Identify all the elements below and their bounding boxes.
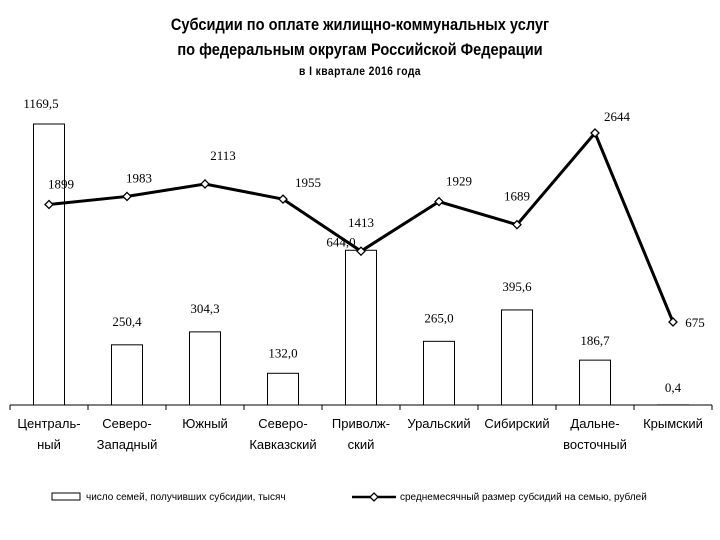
line-value-label: 1929 (446, 174, 472, 189)
bar (579, 359, 611, 406)
line-value-label: 675 (685, 315, 705, 330)
line-point (44, 199, 54, 210)
x-tick-label: Приволж- (332, 416, 390, 431)
line-point (434, 196, 444, 207)
line-point (278, 194, 288, 205)
line-point (356, 246, 366, 257)
bar-value-label: 644,0 (326, 234, 355, 249)
line-point (200, 179, 210, 189)
bar (111, 344, 143, 406)
legend-bar-label: число семей, получивших субсидии, тысяч (86, 491, 286, 503)
bar-value-label: 265,0 (424, 310, 453, 325)
bar-value-label: 304,3 (190, 301, 219, 316)
bar (423, 340, 455, 406)
chart-subtitle: в I квартале 2016 года (299, 64, 421, 78)
bar-value-label: 186,7 (580, 333, 610, 348)
bar-value-label: 0,4 (665, 380, 682, 395)
x-tick-label: Сибирский (484, 416, 549, 431)
line-value-label: 1983 (126, 170, 152, 185)
bar-value-label: 1169,5 (23, 96, 58, 111)
x-tick-label: Дальне- (570, 416, 619, 431)
bar-value-label: 132,0 (268, 345, 297, 360)
x-tick-label: Крымский (643, 416, 703, 431)
line-value-label: 2644 (604, 109, 631, 124)
bar-value-label: 395,6 (502, 279, 532, 294)
chart-title: Субсидии по оплате жилищно-коммунальных … (50, 12, 669, 80)
line-value-label: 1899 (48, 177, 74, 192)
bar (345, 249, 377, 406)
legend-line-label: среднемесячный размер субсидий на семью,… (400, 491, 647, 503)
line-value-label: 1955 (295, 175, 321, 190)
x-tick-label: Западный (97, 437, 158, 452)
line-value-label: 2113 (210, 148, 236, 163)
legend-line-marker (369, 492, 379, 502)
chart-title-line-2: по федеральным округам Российской Федера… (177, 40, 543, 59)
bar (33, 123, 65, 406)
bar-value-label: 250,4 (112, 314, 142, 329)
x-tick-label: ный (37, 437, 61, 452)
x-tick-label: Северо- (102, 416, 151, 431)
x-tick-label: Северо- (258, 416, 307, 431)
line-value-label: 1413 (348, 215, 374, 230)
x-tick-label: восточный (563, 437, 627, 452)
line-point (512, 219, 522, 230)
x-tick-label: Южный (182, 416, 228, 431)
bar (501, 309, 533, 406)
line-point (122, 191, 132, 202)
bar (189, 331, 221, 406)
x-tick-label: Кавказский (249, 437, 316, 452)
x-tick-label: ский (348, 437, 375, 452)
line-value-label: 1689 (504, 189, 530, 204)
line-point (668, 317, 678, 327)
x-tick-label: Уральский (407, 416, 470, 431)
line-point (590, 128, 600, 138)
bar (267, 372, 299, 406)
legend-bar-swatch (51, 492, 81, 501)
x-tick-label: Централь- (17, 416, 80, 431)
chart-title-line-1: Субсидии по оплате жилищно-коммунальных … (170, 15, 550, 34)
